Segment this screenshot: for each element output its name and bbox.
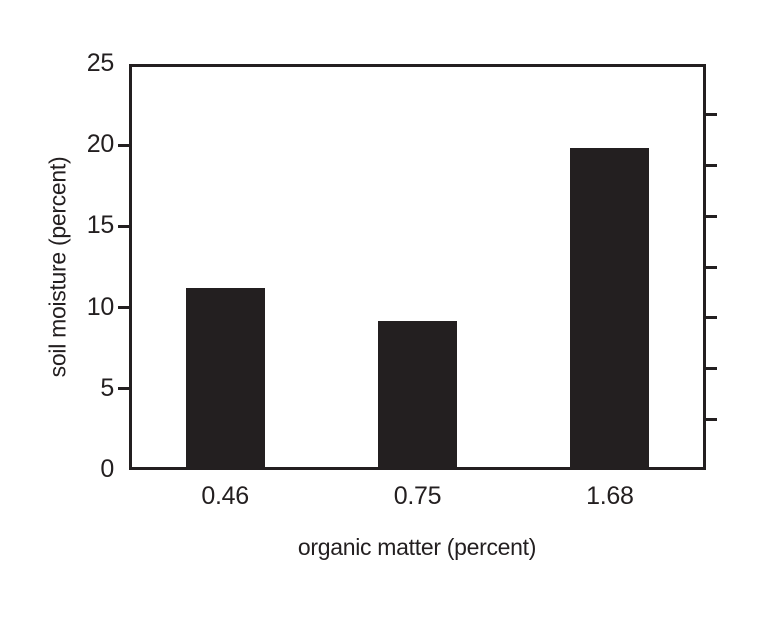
y-axis-title: soil moisture (percent) bbox=[44, 156, 71, 378]
right-axis-tick bbox=[706, 113, 717, 117]
y-tick-label: 0 bbox=[100, 455, 114, 483]
y-axis-tick bbox=[118, 306, 129, 310]
y-tick-label: 20 bbox=[86, 130, 115, 159]
right-axis-tick bbox=[706, 316, 717, 320]
y-tick-label: 5 bbox=[100, 373, 114, 402]
right-axis-tick bbox=[706, 164, 717, 167]
right-axis-tick bbox=[706, 417, 717, 421]
y-tick-label: 10 bbox=[86, 292, 115, 321]
y-tick-label: 15 bbox=[86, 211, 115, 240]
right-axis-tick bbox=[706, 265, 717, 269]
right-axis-tick bbox=[706, 214, 717, 218]
y-axis-tick bbox=[118, 387, 129, 391]
y-axis-tick bbox=[118, 224, 129, 228]
x-tick-label: 0.75 bbox=[393, 482, 442, 510]
bar bbox=[185, 288, 265, 470]
x-tick-label: 0.46 bbox=[201, 482, 249, 510]
x-axis-title: organic matter (percent) bbox=[297, 534, 537, 560]
bar bbox=[378, 320, 457, 470]
y-axis-tick bbox=[118, 143, 129, 147]
bar bbox=[570, 148, 650, 470]
y-tick-label: 25 bbox=[86, 49, 115, 77]
x-tick-label: 1.68 bbox=[586, 482, 634, 510]
right-axis-tick bbox=[706, 367, 717, 370]
